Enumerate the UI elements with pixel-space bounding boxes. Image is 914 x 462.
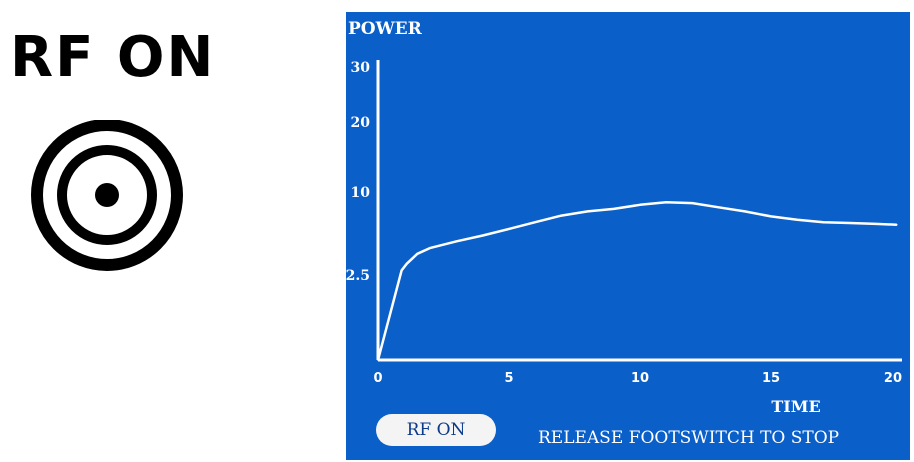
rf-on-title: RF ON — [10, 25, 216, 90]
data-point — [613, 208, 615, 210]
rf-on-button[interactable]: RF ON — [376, 414, 496, 446]
power-time-chart: POWER TIME 30 20 10 2.5 0 5 10 15 20 — [346, 19, 902, 416]
data-point — [895, 223, 898, 226]
x-tick-label: 20 — [884, 371, 902, 386]
y-tick-label: 30 — [351, 60, 371, 76]
axes — [376, 60, 902, 362]
data-point — [482, 234, 484, 237]
data-point — [639, 203, 641, 206]
status-message: RELEASE FOOTSWITCH TO STOP — [538, 428, 840, 448]
data-point — [717, 206, 720, 209]
y-tick-label: 20 — [351, 115, 371, 131]
data-point — [822, 221, 825, 224]
x-tick-label: 0 — [373, 371, 382, 386]
data-point — [377, 359, 379, 361]
data-point — [848, 222, 851, 224]
power-series-line — [376, 201, 897, 361]
data-point — [691, 202, 694, 204]
data-point — [534, 221, 536, 224]
data-point — [406, 262, 408, 265]
y-tick-label: 2.5 — [346, 268, 370, 284]
y-tick-labels: 30 20 10 2.5 — [346, 60, 370, 284]
x-tick-labels: 0 5 10 15 20 — [373, 371, 902, 386]
series-group — [376, 201, 898, 361]
data-point — [400, 269, 403, 272]
data-point — [744, 210, 746, 213]
data-point — [665, 201, 667, 204]
y-axis-title: POWER — [348, 19, 423, 39]
data-point — [586, 210, 589, 213]
data-point — [416, 252, 419, 255]
data-point — [508, 228, 510, 230]
x-tick-label: 10 — [631, 371, 649, 386]
x-axis-title: TIME — [771, 397, 820, 416]
data-point — [455, 240, 458, 243]
x-tick-label: 15 — [762, 371, 780, 386]
data-point — [875, 223, 877, 225]
power-monitor-screen: POWER TIME 30 20 10 2.5 0 5 10 15 20 RF ON RELE… — [346, 12, 910, 460]
x-tick-label: 5 — [504, 371, 513, 386]
rf-energy-icon — [22, 119, 192, 294]
y-tick-label: 10 — [351, 185, 371, 201]
data-point — [429, 247, 432, 249]
data-point — [770, 215, 772, 218]
data-point — [560, 214, 563, 217]
data-point — [796, 218, 798, 221]
